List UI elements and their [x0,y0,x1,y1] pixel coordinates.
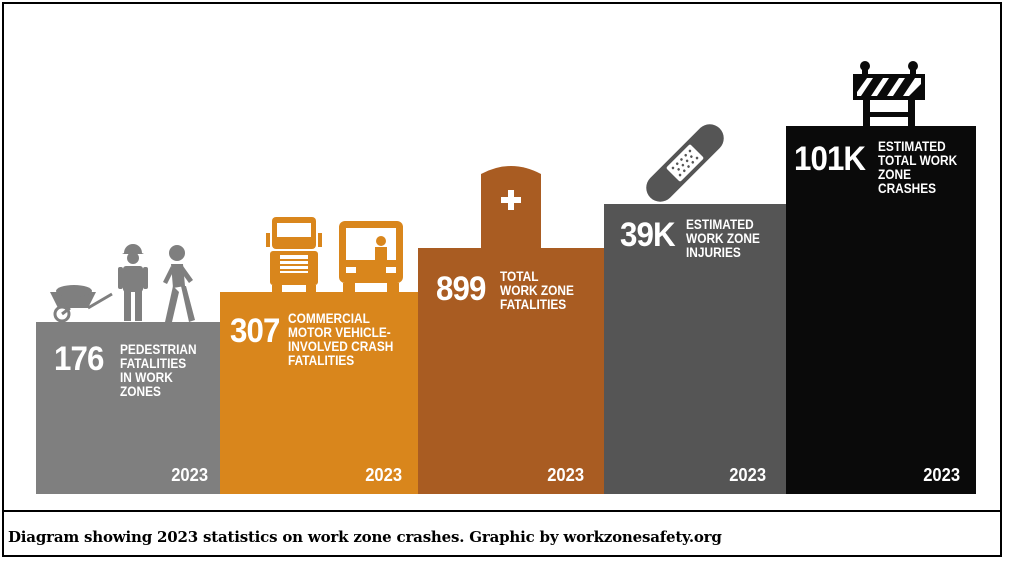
panel-value: 307 [230,312,280,350]
panel-year: 2023 [365,465,402,485]
panel-description: PEDESTRIAN FATALITIES IN WORK ZONES [120,342,197,399]
panel-value: 899 [436,270,486,308]
panel-value: 101K [794,140,866,178]
panel-value: 176 [54,340,104,378]
wheelbarrow-icon [50,285,113,323]
panel-year: 2023 [547,465,584,485]
panel-description: ESTIMATED TOTAL WORK ZONE CRASHES [878,139,958,196]
bandage-icon [646,124,724,202]
bus-icon [339,221,403,293]
panel-injuries: 39K ESTIMATED WORK ZONE INJURIES 2023 [604,204,786,494]
panel-year: 2023 [923,465,960,485]
figure-caption: Diagram showing 2023 statistics on work … [8,528,722,546]
walking-pedestrian-icon [163,245,195,322]
panel-year: 2023 [729,465,766,485]
truck-icon [266,217,322,293]
panel-description: TOTAL WORK ZONE FATALITIES [500,269,574,312]
caption-divider [2,510,1002,512]
tombstone-icon [481,166,541,250]
panel-year: 2023 [171,465,208,485]
panel-total-crashes: 101K ESTIMATED TOTAL WORK ZONE CRASHES 2… [786,126,976,494]
panel-total-fatalities: 899 TOTAL WORK ZONE FATALITIES 2023 [418,248,604,494]
panel-description: COMMERCIAL MOTOR VEHICLE- INVOLVED CRASH… [288,311,394,368]
barricade-icon [853,61,925,130]
panel-value: 39K [620,216,676,254]
panel-description: ESTIMATED WORK ZONE INJURIES [686,217,760,260]
panel-pedestrian-fatalities: 176 PEDESTRIAN FATALITIES IN WORK ZONES … [36,322,220,494]
panel-cmv-fatalities: 307 COMMERCIAL MOTOR VEHICLE- INVOLVED C… [220,292,418,494]
worker-hardhat-icon [118,244,148,321]
